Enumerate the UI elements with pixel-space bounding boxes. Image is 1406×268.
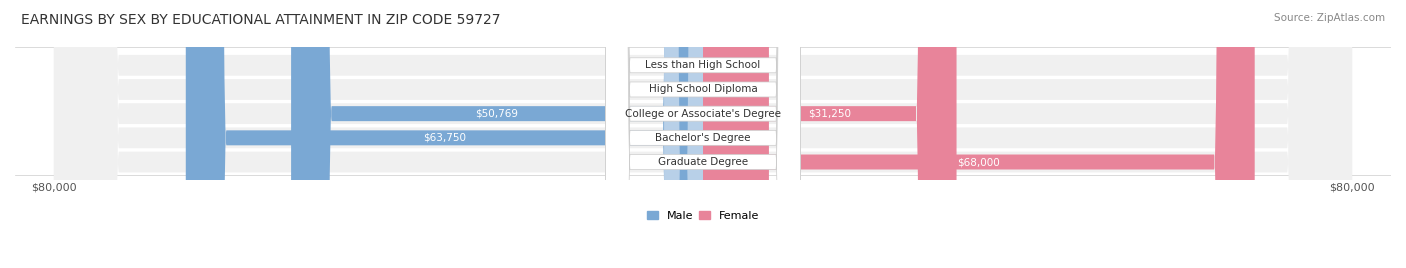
Text: EARNINGS BY SEX BY EDUCATIONAL ATTAINMENT IN ZIP CODE 59727: EARNINGS BY SEX BY EDUCATIONAL ATTAINMEN… (21, 13, 501, 27)
FancyBboxPatch shape (606, 0, 800, 268)
Text: $0: $0 (648, 60, 661, 70)
Text: Bachelor's Degree: Bachelor's Degree (655, 133, 751, 143)
FancyBboxPatch shape (664, 0, 703, 268)
Legend: Male, Female: Male, Female (643, 206, 763, 225)
Text: $68,000: $68,000 (957, 157, 1000, 167)
FancyBboxPatch shape (606, 0, 800, 268)
FancyBboxPatch shape (606, 0, 800, 268)
Text: College or Associate's Degree: College or Associate's Degree (626, 109, 780, 119)
Text: Source: ZipAtlas.com: Source: ZipAtlas.com (1274, 13, 1385, 23)
FancyBboxPatch shape (703, 0, 742, 268)
FancyBboxPatch shape (703, 0, 769, 268)
Text: $50,769: $50,769 (475, 109, 519, 119)
Text: Graduate Degree: Graduate Degree (658, 157, 748, 167)
FancyBboxPatch shape (53, 0, 1353, 268)
Text: $63,750: $63,750 (423, 133, 465, 143)
Text: $0: $0 (648, 84, 661, 95)
Text: High School Diploma: High School Diploma (648, 84, 758, 95)
FancyBboxPatch shape (664, 0, 703, 268)
FancyBboxPatch shape (606, 0, 800, 268)
FancyBboxPatch shape (606, 0, 800, 268)
FancyBboxPatch shape (186, 0, 703, 268)
Text: $8,125: $8,125 (717, 133, 754, 143)
FancyBboxPatch shape (53, 0, 1353, 268)
FancyBboxPatch shape (53, 0, 1353, 268)
FancyBboxPatch shape (703, 0, 1254, 268)
FancyBboxPatch shape (703, 0, 742, 268)
FancyBboxPatch shape (53, 0, 1353, 268)
FancyBboxPatch shape (291, 0, 703, 268)
Text: $0: $0 (745, 60, 758, 70)
Text: $0: $0 (648, 157, 661, 167)
Text: $0: $0 (745, 84, 758, 95)
FancyBboxPatch shape (53, 0, 1353, 268)
FancyBboxPatch shape (703, 0, 956, 268)
FancyBboxPatch shape (664, 0, 703, 268)
Text: Less than High School: Less than High School (645, 60, 761, 70)
Text: $31,250: $31,250 (808, 109, 851, 119)
